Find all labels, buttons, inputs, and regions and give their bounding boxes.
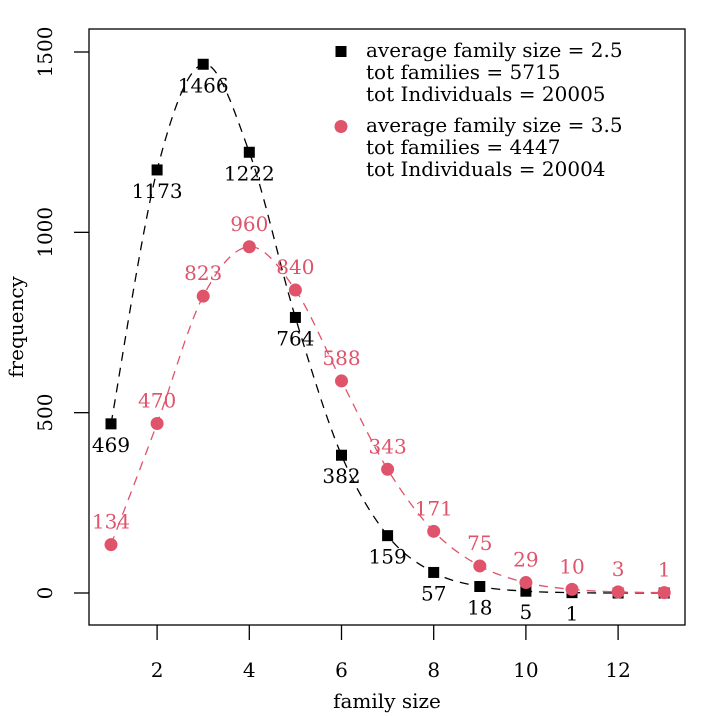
data-label-series-1: 764 (276, 326, 314, 350)
plot-frame (88, 28, 686, 626)
data-label-series-2: 75 (467, 531, 492, 555)
x-axis-label: family size (333, 689, 441, 713)
data-label-series-2: 840 (276, 255, 314, 279)
x-axis: 2 4 6 8 10 12 (151, 625, 631, 682)
data-label-series-1: 1466 (178, 73, 229, 97)
marker-series-1 (474, 581, 486, 593)
marker-series-1 (382, 530, 394, 542)
data-label-series-2: 1 (658, 558, 671, 582)
marker-series-2 (242, 240, 256, 254)
y-tick-label: 500 (33, 394, 57, 432)
data-labels: 469 1173 1466 1222 764 382 159 57 18 5 1 134 470 823 9… (92, 73, 671, 625)
y-axis-label: frequency (4, 275, 28, 377)
marker-series-2 (657, 586, 671, 600)
data-label-series-2: 171 (415, 496, 453, 520)
marker-series-1 (520, 585, 532, 597)
data-label-series-1: 382 (322, 464, 360, 488)
x-tick-label: 2 (151, 658, 164, 682)
marker-series-1 (289, 311, 301, 323)
legend-text-series-1: average family size = 2.5 (366, 38, 623, 62)
data-label-series-2: 134 (92, 510, 130, 534)
marker-series-2 (611, 585, 625, 599)
data-label-series-1: 159 (369, 545, 407, 569)
marker-series-1 (197, 58, 209, 70)
marker-series-2 (565, 582, 579, 596)
data-label-series-1: 1173 (132, 179, 183, 203)
x-tick-label: 8 (427, 658, 440, 682)
x-tick-label: 4 (243, 658, 256, 682)
x-tick-label: 6 (335, 658, 348, 682)
data-label-series-1: 18 (467, 596, 492, 620)
x-tick-label: 12 (605, 658, 630, 682)
legend-text-series-1: tot families = 5715 (366, 60, 560, 84)
marker-series-1 (243, 146, 255, 158)
data-label-series-2: 960 (230, 212, 268, 236)
marker-series-2 (473, 559, 487, 573)
y-tick-label: 1500 (33, 27, 57, 78)
y-axis: 0 500 1000 1500 (33, 27, 89, 600)
legend-marker-series-2 (334, 120, 348, 133)
marker-series-2 (427, 524, 441, 538)
marker-series-1 (151, 164, 163, 176)
data-label-series-2: 343 (369, 434, 407, 458)
data-label-series-1: 1222 (224, 161, 275, 185)
data-label-series-1: 57 (421, 581, 446, 605)
data-label-series-2: 588 (322, 346, 360, 370)
marker-series-1 (105, 418, 117, 430)
curve-series-1 (110, 63, 665, 594)
legend-text-series-2: tot Individuals = 20004 (366, 157, 606, 181)
legend-text-series-2: tot families = 4447 (366, 135, 560, 159)
data-label-series-2: 29 (513, 548, 538, 572)
data-label-series-2: 3 (612, 557, 625, 581)
marker-series-1 (428, 566, 440, 578)
marker-series-2 (519, 576, 533, 590)
marker-series-2 (288, 283, 302, 297)
series-curves (110, 63, 665, 594)
y-tick-label: 0 (33, 587, 57, 600)
data-label-series-2: 823 (184, 261, 222, 285)
legend-marker-series-1 (335, 46, 347, 57)
legend-text-series-2: average family size = 3.5 (366, 113, 623, 137)
data-label-series-1: 469 (92, 433, 130, 457)
legend-text-series-1: tot Individuals = 20005 (366, 82, 606, 106)
x-tick-label: 10 (513, 658, 538, 682)
y-tick-label: 1000 (33, 207, 57, 258)
marker-series-2 (196, 289, 210, 303)
marker-series-2 (104, 538, 118, 552)
data-label-series-2: 470 (138, 388, 176, 412)
marker-series-2 (335, 374, 348, 388)
curve-series-2 (110, 246, 665, 594)
data-label-series-1: 1 (566, 602, 579, 626)
marker-series-1 (336, 449, 347, 461)
data-label-series-1: 5 (520, 600, 533, 624)
marker-series-2 (381, 462, 395, 476)
series-markers (104, 58, 671, 600)
marker-series-2 (150, 416, 164, 430)
data-label-series-2: 10 (559, 554, 584, 578)
